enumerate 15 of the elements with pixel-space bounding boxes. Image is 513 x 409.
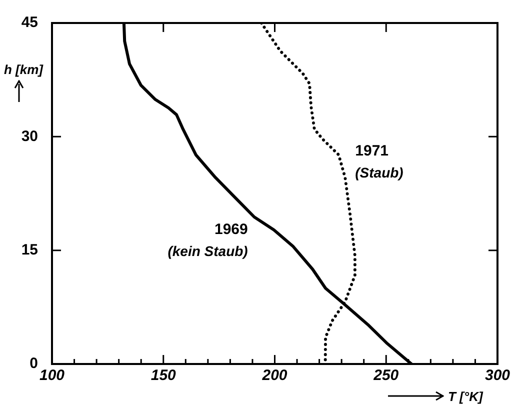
- y-tick-label: 30: [21, 128, 38, 145]
- y-tick-label: 45: [21, 14, 38, 32]
- x-tick-label: 250: [372, 367, 400, 384]
- x-tick-label: 200: [261, 367, 288, 384]
- x-tick-label: 150: [150, 367, 177, 384]
- y-tick-label: 0: [30, 355, 38, 372]
- series-label: 1969: [214, 220, 248, 238]
- series-label: 1971: [355, 142, 389, 160]
- x-tick-label: 300: [484, 367, 511, 384]
- x-tick-label: 100: [39, 367, 66, 384]
- y-tick-label: 15: [21, 241, 38, 258]
- annotation: (kein Staub): [168, 242, 248, 259]
- y-axis-title: h [km]: [4, 62, 44, 77]
- x-axis-title: T [°K]: [448, 389, 484, 404]
- annotation: (Staub): [355, 164, 404, 181]
